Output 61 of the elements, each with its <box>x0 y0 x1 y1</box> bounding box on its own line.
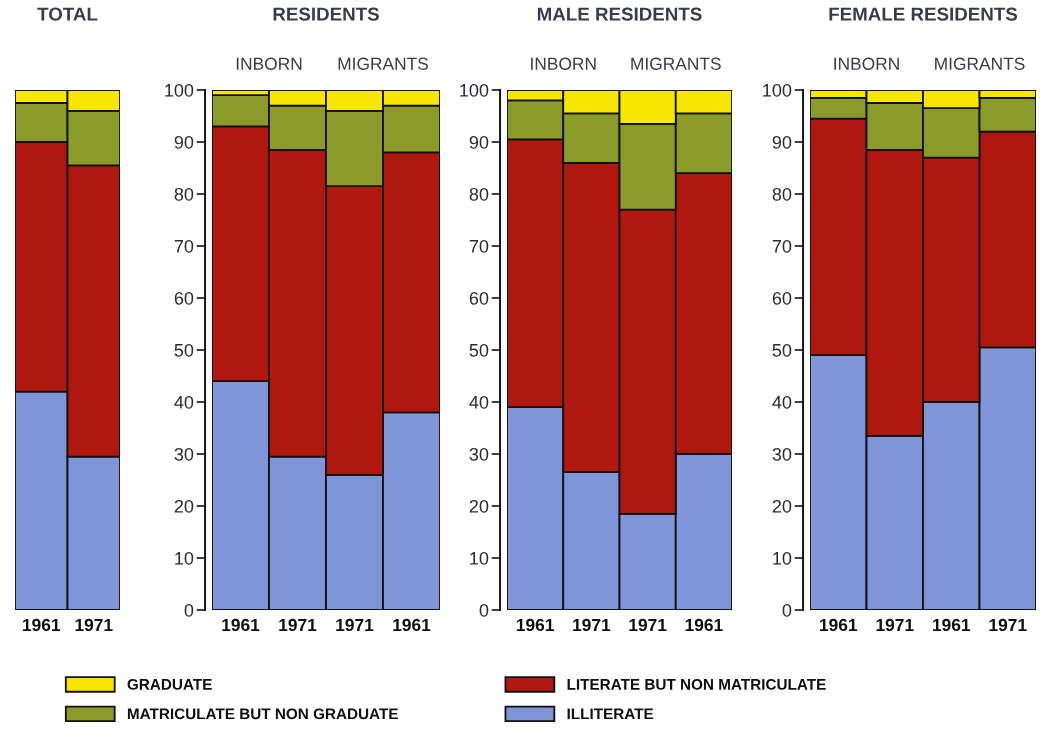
y-tick-label: 10 <box>470 551 489 565</box>
x-tick-label: 1971 <box>573 618 611 632</box>
x-tick-label: 1961 <box>516 618 554 632</box>
text: INBORN <box>834 57 899 70</box>
x-tick-label: 1961 <box>685 618 723 632</box>
text: MIGRANTS <box>631 57 721 70</box>
y-tick-label: 30 <box>772 447 792 461</box>
y-tick-label: 20 <box>772 499 792 513</box>
y-tick-label: 10 <box>773 551 792 565</box>
y-tick-label: 20 <box>469 499 489 513</box>
y-tick-label: 80 <box>469 187 489 201</box>
legend-label: MATRICULATE BUT NON GRADUATE <box>127 708 398 720</box>
x-tick-label: 1961 <box>933 618 971 632</box>
x-tick-label: 1971 <box>876 618 914 632</box>
x-tick-label: 1961 <box>393 618 431 632</box>
y-tick-label: 30 <box>174 447 194 461</box>
legend-label: ILLITERATE <box>567 708 654 720</box>
legend-label: GRADUATE <box>127 678 212 690</box>
x-tick-label: 1961 <box>23 618 61 632</box>
chart-title: RESIDENTS <box>273 7 379 21</box>
x-tick-label: 1971 <box>989 618 1027 632</box>
chart-title: MALE RESIDENTS <box>537 7 702 21</box>
y-tick-label: 70 <box>174 239 194 253</box>
y-tick-label: 10 <box>175 551 194 565</box>
y-tick-label: 60 <box>174 291 194 305</box>
y-tick-label: 0 <box>782 603 792 617</box>
y-tick-label: 60 <box>469 291 489 305</box>
chart-title: FEMALE RESIDENTS <box>829 7 1018 21</box>
y-tick-label: 40 <box>772 395 792 409</box>
y-tick-label: 0 <box>184 603 194 617</box>
y-tick-label: 90 <box>469 135 489 149</box>
y-tick-label: 100 <box>763 83 792 97</box>
x-tick-label: 1971 <box>75 618 113 632</box>
y-tick-label: 20 <box>174 499 194 513</box>
y-tick-label: 70 <box>469 239 489 253</box>
x-tick-label: 1971 <box>629 618 667 632</box>
y-tick-label: 0 <box>479 603 489 617</box>
y-tick-label: 90 <box>772 135 792 149</box>
y-tick-label: 70 <box>772 239 792 253</box>
y-tick-label: 30 <box>469 447 489 461</box>
legend-label: LITERATE BUT NON MATRICULATE <box>567 678 826 690</box>
y-tick-label: 80 <box>772 187 792 201</box>
x-tick-label: 1971 <box>336 618 374 632</box>
text: MIGRANTS <box>935 57 1025 70</box>
y-tick-label: 80 <box>174 187 194 201</box>
y-tick-label: 50 <box>469 343 489 357</box>
y-tick-label: 40 <box>469 395 489 409</box>
text: INBORN <box>236 57 302 70</box>
y-tick-label: 100 <box>460 83 489 97</box>
y-tick-label: 60 <box>772 291 792 305</box>
text: MIGRANTS <box>338 57 429 70</box>
y-tick-label: 100 <box>165 83 194 97</box>
y-tick-label: 90 <box>174 135 194 149</box>
y-tick-label: 40 <box>174 395 194 409</box>
x-tick-label: 1961 <box>820 618 858 632</box>
x-tick-label: 1961 <box>222 618 260 632</box>
text: INBORN <box>531 57 596 70</box>
y-tick-label: 50 <box>174 343 194 357</box>
y-tick-label: 50 <box>772 343 792 357</box>
chart-title: TOTAL <box>37 7 98 21</box>
x-tick-label: 1971 <box>279 618 317 632</box>
